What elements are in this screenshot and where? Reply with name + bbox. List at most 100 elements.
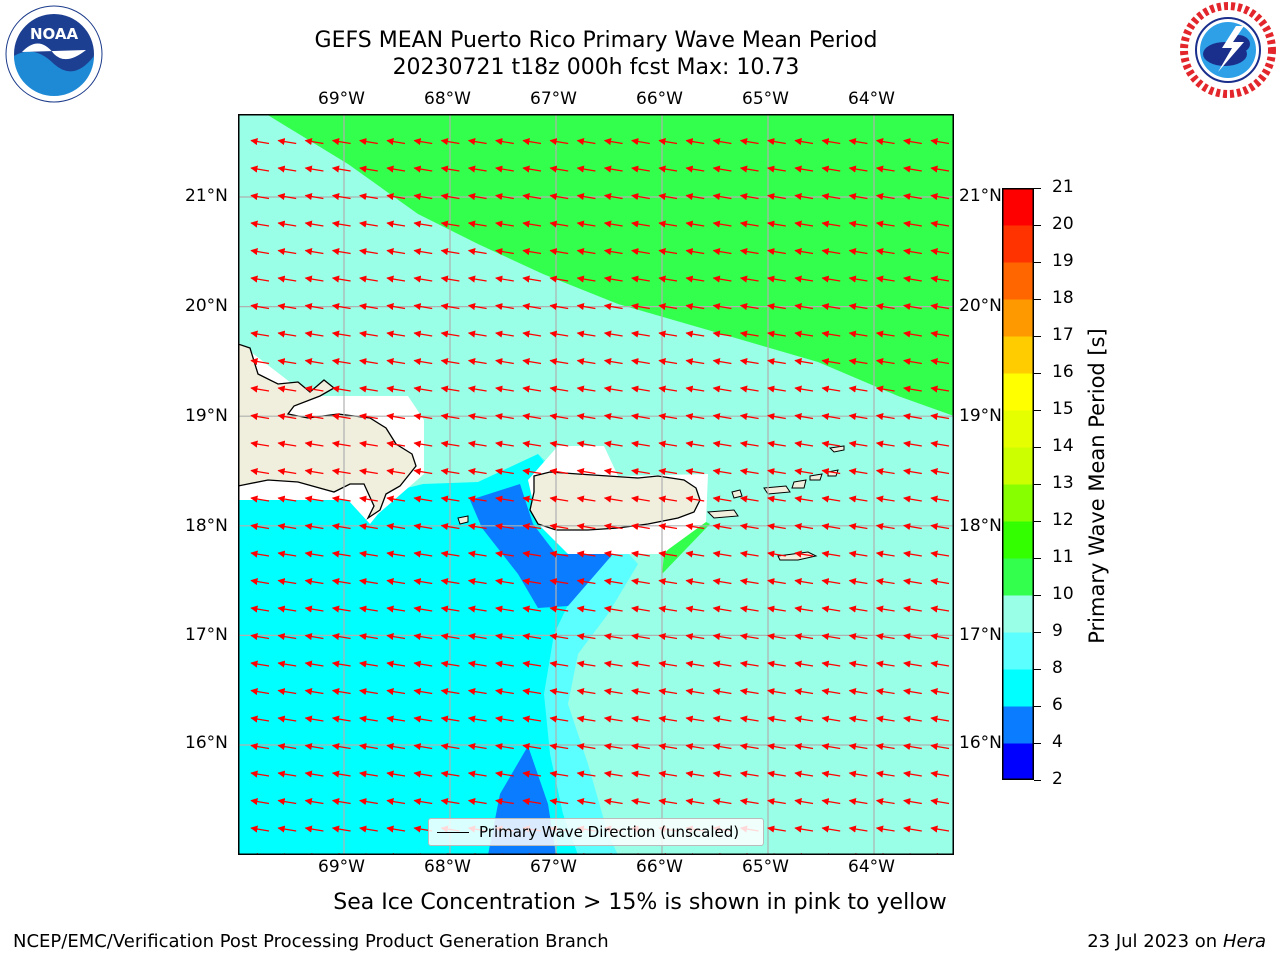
wave-arrow — [576, 193, 596, 201]
wave-arrow — [467, 798, 487, 806]
colorbar-tick-mark — [1034, 372, 1041, 374]
wave-arrow — [522, 523, 542, 531]
lon-label-top-64w: 64°W — [848, 89, 895, 109]
wave-arrow — [495, 193, 514, 201]
wave-arrow — [440, 688, 460, 696]
wave-arrow — [522, 193, 542, 201]
wave-arrow — [522, 358, 542, 366]
wave-arrow — [767, 715, 786, 723]
wave-arrow — [331, 605, 351, 613]
wave-arrow — [359, 330, 378, 338]
wave-arrow — [930, 165, 950, 173]
wave-arrow — [739, 165, 759, 173]
wave-arrow — [467, 715, 487, 723]
wave-arrow — [903, 798, 922, 806]
wave-arrow — [631, 413, 650, 421]
wave-arrow — [794, 468, 814, 476]
colorbar-segment — [1002, 558, 1034, 596]
wave-arrow — [712, 605, 732, 613]
wave-arrow — [658, 220, 678, 228]
wave-arrow — [930, 220, 950, 228]
wave-arrow — [467, 413, 487, 421]
wave-arrow — [821, 578, 841, 586]
wave-arrow — [386, 633, 406, 641]
wave-arrow — [359, 248, 378, 256]
wave-arrow — [413, 275, 433, 283]
wave-arrow — [277, 578, 297, 586]
wave-arrow — [413, 413, 433, 421]
wave-arrow — [440, 193, 460, 201]
wave-arrow — [821, 413, 841, 421]
wave-arrow — [250, 330, 270, 338]
wave-arrow — [277, 330, 297, 338]
wave-arrow — [875, 578, 895, 586]
wave-arrow — [903, 248, 922, 256]
wave-arrow — [413, 523, 433, 531]
wave-arrow — [821, 715, 841, 723]
colorbar-segment — [1002, 484, 1034, 522]
wave-arrow — [767, 605, 786, 613]
wave-arrow — [440, 743, 460, 751]
wave-arrow — [739, 688, 759, 696]
wave-arrow — [522, 688, 542, 696]
wave-arrow — [739, 303, 759, 311]
wave-arrow — [631, 495, 650, 503]
wave-arrow — [794, 633, 814, 641]
wave-arrow — [413, 798, 433, 806]
wave-arrow — [603, 605, 623, 613]
wave-arrow — [576, 605, 596, 613]
wave-arrow — [277, 275, 297, 283]
wave-arrow — [930, 578, 950, 586]
wave-arrow — [277, 605, 297, 613]
wave-arrow — [767, 248, 786, 256]
wave-arrow — [576, 550, 596, 558]
lat-label-left-19n: 19°N — [185, 406, 228, 426]
wave-arrow — [467, 633, 487, 641]
chart-title: GEFS MEAN Puerto Rico Primary Wave Mean … — [314, 28, 878, 53]
wave-arrow — [794, 248, 814, 256]
wave-arrow — [495, 248, 514, 256]
wave-arrow — [331, 578, 351, 586]
colorbar-segment — [1002, 188, 1034, 226]
wave-arrow — [930, 798, 950, 806]
wave-arrow — [250, 220, 270, 228]
wave-arrow — [848, 220, 868, 228]
colorbar-segment — [1002, 669, 1034, 707]
wave-arrow — [359, 523, 378, 531]
wave-arrow — [821, 303, 841, 311]
wave-arrow — [277, 688, 297, 696]
wave-arrow — [304, 468, 324, 476]
wave-arrow — [467, 440, 487, 448]
wave-arrow — [331, 688, 351, 696]
wave-arrow — [685, 248, 705, 256]
wave-arrow — [794, 385, 814, 393]
wave-arrow — [739, 220, 759, 228]
wave-arrow — [603, 495, 623, 503]
wave-arrow — [386, 138, 406, 146]
wave-arrow — [467, 688, 487, 696]
wave-arrow — [875, 303, 895, 311]
wave-arrow — [875, 605, 895, 613]
wave-arrow — [331, 550, 351, 558]
wave-arrow — [821, 770, 841, 778]
wave-arrow — [359, 468, 378, 476]
wave-arrow — [712, 440, 732, 448]
wave-arrow — [467, 165, 487, 173]
wave-arrow — [549, 743, 569, 751]
wave-arrow — [359, 633, 378, 641]
wave-arrow — [413, 385, 433, 393]
land-culebra — [731, 489, 743, 499]
wave-arrow — [603, 385, 623, 393]
wave-arrow — [522, 578, 542, 586]
wave-arrow — [576, 495, 596, 503]
wave-arrow — [739, 798, 759, 806]
wave-arrow — [386, 523, 406, 531]
wave-arrow — [304, 523, 324, 531]
wave-arrow — [903, 275, 922, 283]
wave-arrow — [576, 578, 596, 586]
colorbar-tick-mark — [1034, 594, 1041, 596]
wave-arrow — [331, 743, 351, 751]
wave-arrow — [603, 770, 623, 778]
wave-arrow — [304, 550, 324, 558]
wave-arrow — [875, 688, 895, 696]
